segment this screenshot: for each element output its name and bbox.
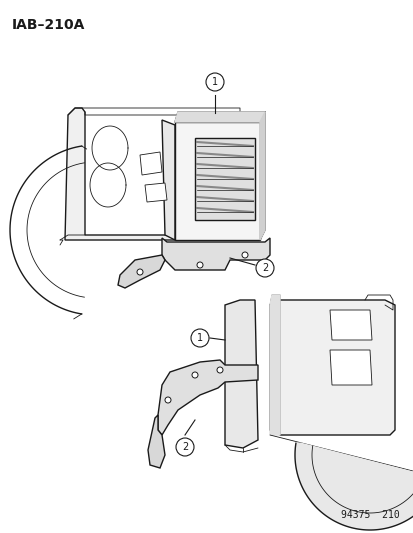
Circle shape: [176, 438, 194, 456]
Circle shape: [197, 262, 202, 268]
Circle shape: [242, 252, 247, 258]
Circle shape: [206, 73, 223, 91]
Circle shape: [216, 367, 223, 373]
Circle shape: [190, 329, 209, 347]
Polygon shape: [147, 415, 165, 468]
Polygon shape: [195, 138, 254, 220]
Polygon shape: [118, 255, 165, 288]
Polygon shape: [161, 238, 269, 270]
Polygon shape: [145, 183, 166, 202]
Circle shape: [165, 397, 171, 403]
Polygon shape: [224, 300, 257, 448]
Polygon shape: [158, 360, 257, 435]
Polygon shape: [195, 138, 254, 220]
Polygon shape: [269, 300, 394, 435]
Text: 1: 1: [211, 77, 218, 87]
Polygon shape: [269, 295, 279, 435]
Polygon shape: [175, 112, 264, 122]
Text: 94375  210: 94375 210: [340, 510, 399, 520]
Polygon shape: [140, 152, 161, 175]
Polygon shape: [294, 443, 413, 530]
Text: 2: 2: [181, 442, 188, 452]
Text: 2: 2: [261, 263, 268, 273]
Polygon shape: [329, 350, 371, 385]
Polygon shape: [329, 310, 371, 340]
Polygon shape: [259, 112, 264, 240]
Polygon shape: [65, 108, 199, 240]
Polygon shape: [161, 120, 175, 240]
Circle shape: [255, 259, 273, 277]
Circle shape: [192, 372, 197, 378]
Text: IAB–210A: IAB–210A: [12, 18, 85, 32]
Circle shape: [137, 269, 142, 275]
Polygon shape: [175, 122, 259, 240]
Text: 1: 1: [197, 333, 202, 343]
